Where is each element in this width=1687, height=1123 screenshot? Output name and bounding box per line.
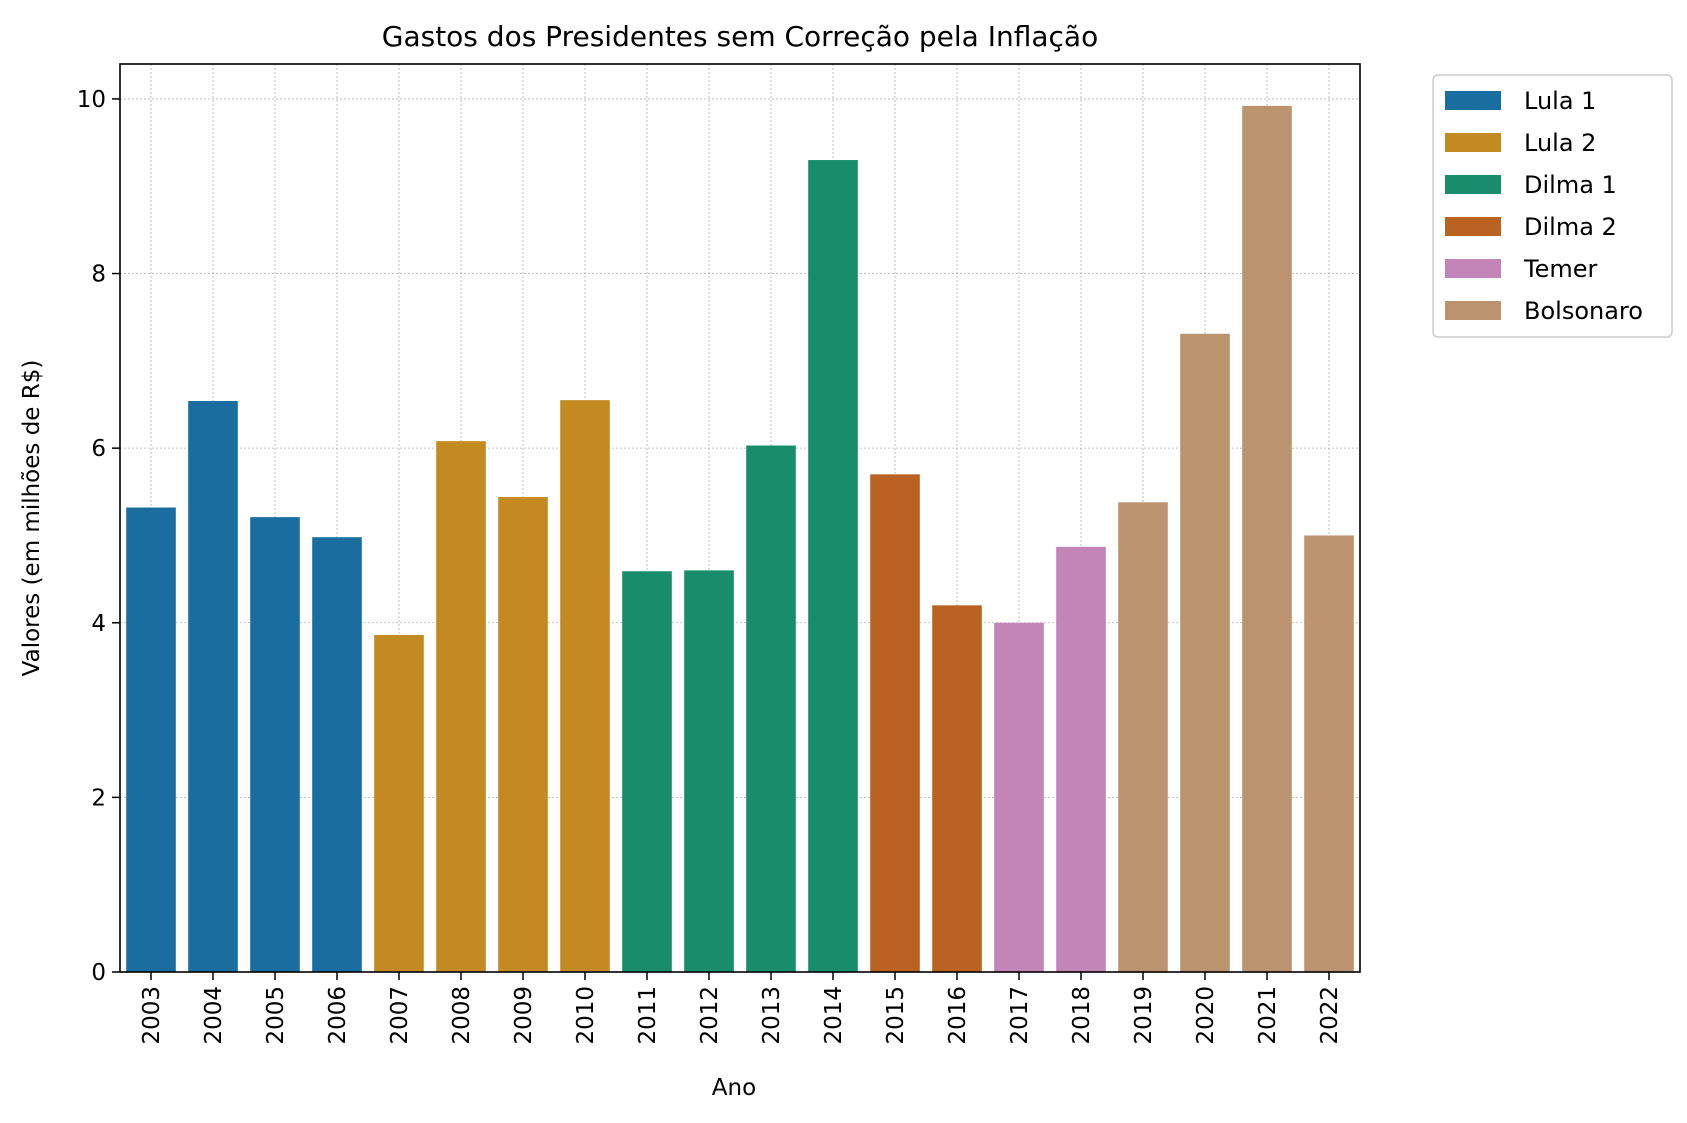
x-tick-label: 2017 (1007, 986, 1033, 1045)
bar-2020 (1180, 333, 1230, 972)
x-tick-label: 2010 (573, 986, 599, 1045)
y-tick-label: 10 (77, 87, 106, 113)
x-tick-label: 2021 (1255, 986, 1281, 1045)
x-tick-label: 2013 (759, 986, 785, 1045)
bar-2016 (932, 605, 982, 972)
legend-label: Temer (1523, 255, 1597, 283)
x-tick-label: 2020 (1193, 986, 1219, 1045)
x-tick-label: 2004 (201, 986, 227, 1045)
legend-label: Dilma 1 (1524, 171, 1617, 199)
bar-2022 (1304, 535, 1354, 972)
x-tick-label: 2014 (821, 986, 847, 1045)
x-tick-label: 2008 (449, 986, 475, 1045)
x-axis-ticks: 2003 2004 2005 2006 2007 2008 2009 2010 2011 2012… (139, 972, 1343, 1045)
y-axis-ticks: 0 2 4 6 8 10 (77, 87, 120, 986)
x-tick-label: 2016 (945, 986, 971, 1045)
bar-2007 (374, 634, 424, 972)
x-tick-label: 2006 (325, 986, 351, 1045)
bar-2003 (126, 507, 176, 972)
bar-2015 (870, 474, 920, 972)
legend-label: Lula 2 (1524, 129, 1596, 157)
bar-2013 (746, 445, 796, 972)
x-tick-label: 2009 (511, 986, 537, 1045)
y-tick-label: 4 (91, 611, 106, 637)
bar-2021 (1242, 105, 1292, 972)
x-tick-label: 2012 (697, 986, 723, 1045)
x-tick-label: 2011 (635, 986, 661, 1045)
x-axis-label: Ano (712, 1075, 756, 1101)
legend-swatch (1445, 217, 1501, 236)
legend-swatch (1445, 175, 1501, 194)
chart-title: Gastos dos Presidentes sem Correção pela… (382, 20, 1098, 53)
x-tick-label: 2007 (387, 986, 413, 1045)
legend-swatch (1445, 133, 1501, 152)
bar-2018 (1056, 546, 1106, 972)
bar-2019 (1118, 502, 1168, 972)
x-tick-label: 2019 (1131, 986, 1157, 1045)
x-tick-label: 2018 (1069, 986, 1095, 1045)
bar-2006 (312, 537, 362, 972)
bar-2005 (250, 517, 300, 972)
bar-2009 (498, 497, 548, 972)
bar-2008 (436, 441, 486, 973)
x-tick-label: 2022 (1317, 986, 1343, 1045)
legend-label: Lula 1 (1524, 87, 1596, 115)
legend-swatch (1445, 301, 1501, 320)
bar-2011 (622, 571, 672, 972)
x-tick-label: 2015 (883, 986, 909, 1045)
legend-label: Bolsonaro (1524, 297, 1643, 325)
legend: Lula 1 Lula 2 Dilma 1 Dilma 2 Temer Bolsonaro (1432, 74, 1673, 338)
bars (126, 105, 1354, 973)
bar-2012 (684, 570, 734, 972)
y-tick-label: 0 (91, 960, 106, 986)
x-tick-label: 2003 (139, 986, 165, 1045)
legend-swatch (1445, 91, 1501, 110)
x-tick-label: 2005 (263, 986, 289, 1045)
y-tick-label: 8 (91, 262, 106, 288)
plot-frame (119, 63, 1361, 973)
y-axis-label: Valores (em milhões de R$) (19, 360, 45, 677)
bar-2004 (188, 401, 238, 972)
legend-label: Dilma 2 (1524, 213, 1617, 241)
y-tick-label: 6 (91, 436, 106, 462)
y-tick-label: 2 (91, 785, 106, 811)
bar-2017 (994, 622, 1044, 972)
bar-2014 (808, 160, 858, 973)
bar-2010 (560, 400, 610, 972)
legend-swatch (1445, 259, 1501, 278)
